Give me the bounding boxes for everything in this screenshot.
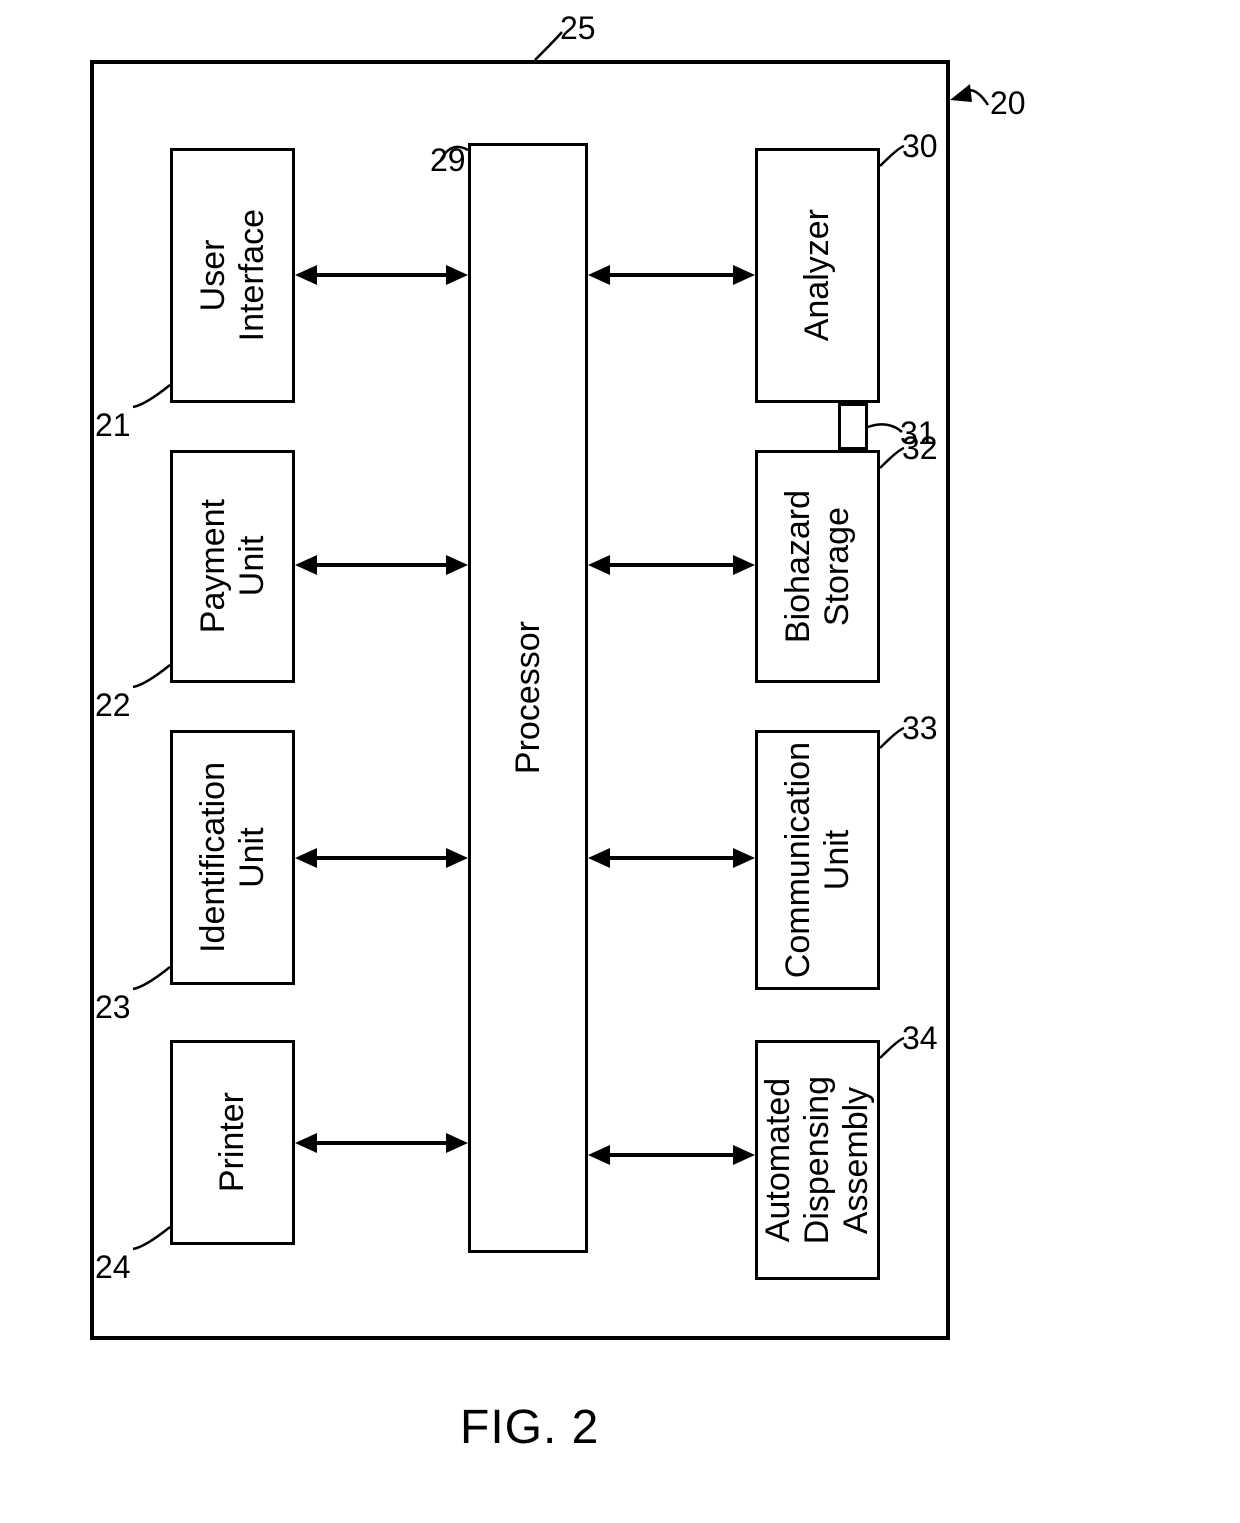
printer-label: Printer: [213, 1092, 252, 1192]
figure-caption: FIG. 2: [460, 1400, 599, 1455]
payment-unit-ref: 22: [95, 687, 131, 724]
user-interface-block: User Interface: [170, 148, 295, 403]
analyzer-ref: 30: [902, 128, 938, 165]
biohazard-storage-label: Biohazard Storage: [779, 490, 857, 643]
biohazard-storage-block: Biohazard Storage: [755, 450, 880, 683]
payment-unit-block: Payment Unit: [170, 450, 295, 683]
identification-unit-ref: 23: [95, 989, 131, 1026]
identification-unit-label: Identification Unit: [194, 762, 272, 953]
user-interface-ref: 21: [95, 407, 131, 444]
processor-ref: 29: [430, 142, 466, 179]
printer-ref: 24: [95, 1249, 131, 1286]
printer-block: Printer: [170, 1040, 295, 1245]
processor-label: Processor: [509, 621, 548, 774]
automated-dispensing-label: Automated Dispensing Assembly: [759, 1076, 876, 1244]
user-interface-label: User Interface: [194, 209, 272, 341]
payment-unit-label: Payment Unit: [194, 499, 272, 633]
communication-unit-label: Communication Unit: [779, 742, 857, 978]
processor-block: Processor: [468, 143, 588, 1253]
communication-unit-block: Communication Unit: [755, 730, 880, 990]
analyzer-label: Analyzer: [798, 209, 837, 341]
diagram-canvas: Processor FIG. 2 User Interface 21 Payment…: [0, 0, 1240, 1523]
analyzer-block: Analyzer: [755, 148, 880, 403]
automated-dispensing-ref: 34: [902, 1020, 938, 1057]
automated-dispensing-block: Automated Dispensing Assembly: [755, 1040, 880, 1280]
communication-unit-ref: 33: [902, 710, 938, 747]
connector-31-ref: 31: [900, 415, 936, 452]
identification-unit-block: Identification Unit: [170, 730, 295, 985]
connector-31: [838, 403, 868, 450]
frame-top-ref: 25: [560, 10, 596, 47]
assembly-ref: 20: [990, 85, 1026, 122]
